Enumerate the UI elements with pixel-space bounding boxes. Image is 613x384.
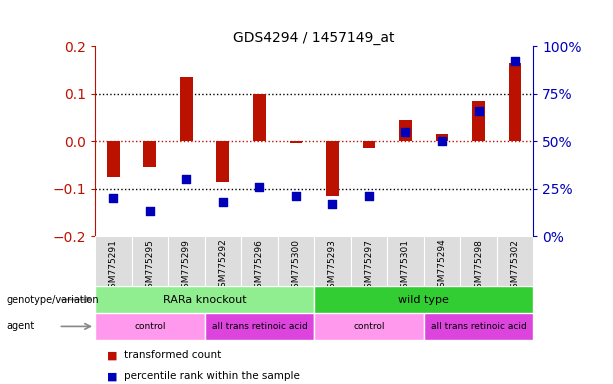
Bar [509,63,522,141]
Text: GSM775301: GSM775301 [401,239,410,294]
Text: transformed count: transformed count [124,350,222,360]
Bar [314,236,351,286]
Point [254,184,264,190]
Point [474,108,484,114]
Text: control: control [134,322,166,331]
Point [218,199,228,205]
Bar [95,236,132,286]
Text: ■: ■ [107,350,118,360]
Bar [314,313,424,340]
Text: GSM775302: GSM775302 [511,239,520,293]
Text: GSM775294: GSM775294 [438,239,446,293]
Bar [253,94,266,141]
Bar [351,236,387,286]
Point [291,193,301,199]
Bar [168,236,205,286]
Text: genotype/variation: genotype/variation [6,295,99,305]
Text: wild type: wild type [398,295,449,305]
Point [510,58,520,65]
Bar [95,313,205,340]
Bar [241,236,278,286]
Bar [436,134,448,141]
Text: GSM775299: GSM775299 [182,239,191,293]
Text: GSM775291: GSM775291 [109,239,118,293]
Text: GSM775296: GSM775296 [255,239,264,293]
Bar [399,120,412,141]
Text: all trans retinoic acid: all trans retinoic acid [431,322,527,331]
Point [364,193,374,199]
Bar [205,313,314,340]
Bar [205,236,241,286]
Bar [132,236,168,286]
Bar [314,286,533,313]
Bar [289,141,302,144]
Point [109,195,118,201]
Point [145,209,154,215]
Bar [326,141,339,196]
Bar [95,286,314,313]
Title: GDS4294 / 1457149_at: GDS4294 / 1457149_at [234,31,395,45]
Text: GSM775298: GSM775298 [474,239,483,293]
Bar [278,236,314,286]
Text: GSM775293: GSM775293 [328,239,337,293]
Bar [424,236,460,286]
Bar [497,236,533,286]
Bar [216,141,229,182]
Point [181,176,191,182]
Bar [107,141,120,177]
Text: GSM775297: GSM775297 [365,239,373,293]
Text: control: control [353,322,385,331]
Text: agent: agent [6,321,34,331]
Text: ■: ■ [107,371,118,381]
Text: RARa knockout: RARa knockout [163,295,246,305]
Text: GSM775295: GSM775295 [145,239,154,293]
Point [327,201,337,207]
Bar [143,141,156,167]
Text: GSM775292: GSM775292 [218,239,227,293]
Bar [472,101,485,141]
Text: all trans retinoic acid: all trans retinoic acid [211,322,307,331]
Bar [387,236,424,286]
Text: GSM775300: GSM775300 [291,239,300,294]
Bar [180,77,192,141]
Bar [460,236,497,286]
Bar [424,313,533,340]
Point [437,138,447,144]
Bar [362,141,375,148]
Text: percentile rank within the sample: percentile rank within the sample [124,371,300,381]
Point [400,129,410,135]
